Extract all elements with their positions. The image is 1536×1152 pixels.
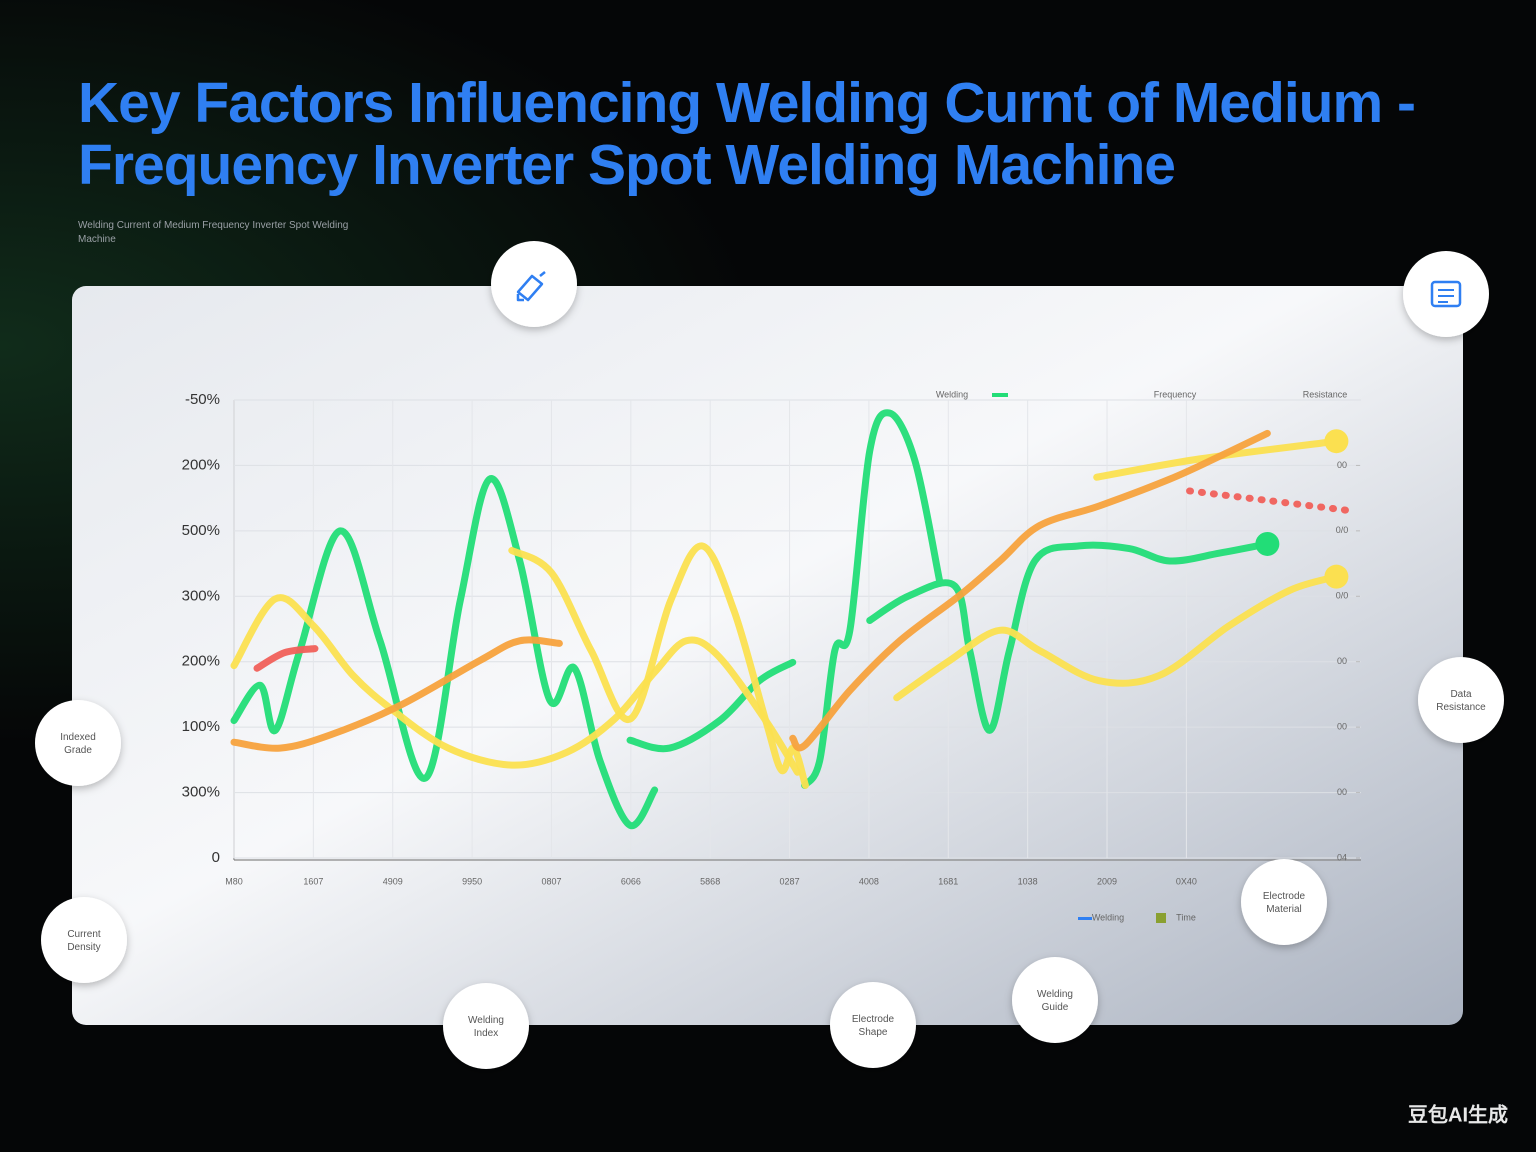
annotation-label: Electrode Shape (852, 1014, 895, 1038)
x-tick-label: 1607 (303, 876, 323, 886)
bubble (830, 982, 916, 1068)
x-tick-label: 0287 (780, 876, 800, 886)
x-tick-label: 1681 (938, 876, 958, 886)
end-dot (1324, 564, 1349, 589)
annotation-label: Electrode Material (1263, 891, 1306, 915)
y2-tick-label: 04 (1337, 852, 1347, 862)
y-tick-label: -50% (185, 391, 220, 408)
chart-subtitle: Welding Current of Medium Frequency Inve… (78, 220, 349, 245)
y-tick-label: 200% (182, 456, 220, 473)
y2-tick-label: 00 (1337, 722, 1347, 732)
annotation-bubble: Welding Index (443, 983, 529, 1069)
annotation-bubble: Indexed Grade (35, 700, 121, 786)
watermark: 豆包AI生成 (1408, 1102, 1508, 1126)
y2-tick-label: 00 (1337, 787, 1347, 797)
annotation-bubble: Current Density (41, 897, 127, 983)
bubble (1012, 957, 1098, 1043)
icon-bubble (491, 241, 577, 327)
legend-label: Welding (1092, 912, 1124, 922)
x-tick-label: 2009 (1097, 876, 1117, 886)
series-line (893, 573, 1340, 702)
series-line (1093, 437, 1340, 481)
series-line (1186, 487, 1359, 515)
x-tick-label: M80 (225, 876, 243, 886)
bubble (35, 700, 121, 786)
annotation-label: Data Resistance (1436, 689, 1486, 713)
x-tick-label: 4909 (383, 876, 403, 886)
y-tick-label: 300% (182, 587, 220, 604)
annotation-bubble: Electrode Shape (830, 982, 916, 1068)
x-tick-label: 5868 (700, 876, 720, 886)
y2-tick-label: 00 (1337, 460, 1347, 470)
y-tick-label: 500% (182, 522, 220, 539)
legend-swatch (1078, 917, 1092, 920)
legend-swatch (1156, 913, 1166, 923)
annotation-label: Indexed Grade (60, 732, 96, 756)
series-line (230, 594, 801, 776)
series-line (230, 429, 1271, 752)
annotation-label: Current Density (67, 929, 101, 953)
bubble (1418, 657, 1504, 743)
icon-bubble (1403, 251, 1489, 337)
y-tick-label: 100% (182, 718, 220, 735)
legend-label: Time (1176, 912, 1196, 922)
annotation-label: Welding Index (468, 1015, 504, 1039)
bubble (1241, 859, 1327, 945)
x-tick-label: 6066 (621, 876, 641, 886)
series-line (253, 645, 319, 672)
legend-label: Frequency (1154, 389, 1197, 399)
y2-tick-label: 0/0 (1336, 591, 1349, 601)
series-line (230, 409, 1271, 829)
y2-tick-label: 00 (1337, 656, 1347, 666)
y-tick-label: 300% (182, 784, 220, 801)
x-tick-label: 1038 (1018, 876, 1038, 886)
x-tick-label: 9950 (462, 876, 482, 886)
annotation-label: Welding Guide (1037, 989, 1073, 1013)
x-tick-label: 0X40 (1176, 876, 1197, 886)
legend-label: Welding (936, 389, 968, 399)
bubble (443, 983, 529, 1069)
y-tick-label: 0 (212, 849, 220, 866)
x-tick-label: 0807 (541, 876, 561, 886)
y2-tick-label: 0/0 (1336, 525, 1349, 535)
bubble (41, 897, 127, 983)
series-line (508, 542, 809, 789)
end-dot (1255, 531, 1280, 556)
x-tick-label: 4008 (859, 876, 879, 886)
end-dot (1324, 429, 1349, 454)
annotation-bubble: Welding Guide (1012, 957, 1098, 1043)
annotation-bubble: Data Resistance (1418, 657, 1504, 743)
y-tick-label: 200% (182, 653, 220, 670)
legend-label: Resistance (1303, 389, 1348, 399)
legend-swatch (992, 393, 1008, 397)
chart-title: Key Factors Influencing Welding Curnt of… (78, 71, 1416, 197)
annotation-bubble: Electrode Material (1241, 859, 1327, 945)
